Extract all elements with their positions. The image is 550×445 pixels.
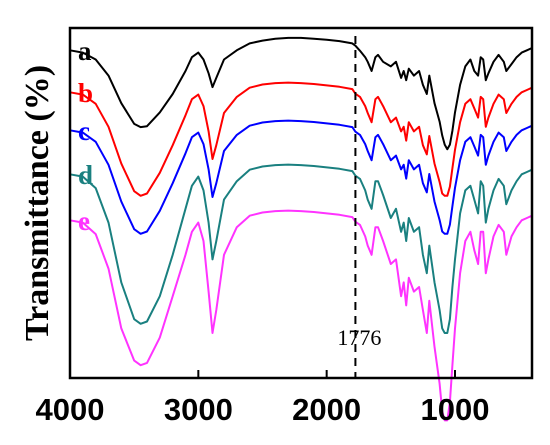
series-label-d: d <box>78 160 93 190</box>
x-tick-label-1000: 1000 <box>421 392 490 427</box>
series-line-c <box>69 119 533 235</box>
x-tick-label-2000: 2000 <box>292 392 361 427</box>
series-line-e <box>69 209 533 422</box>
y-axis-label: Transmittance (%) <box>19 65 56 341</box>
series-traces <box>69 36 533 422</box>
annotation-label: 1776 <box>337 325 381 350</box>
series-label-b: b <box>78 78 93 108</box>
series-label-e: e <box>78 206 90 236</box>
series-label-c: c <box>78 116 90 146</box>
series-line-b <box>69 81 533 197</box>
x-axis-ticks: 4000 3000 2000 1000 <box>36 370 490 427</box>
series-line-a <box>69 36 533 151</box>
series-label-a: a <box>78 36 92 66</box>
x-tick-label-4000: 4000 <box>36 392 105 427</box>
series-line-d <box>69 163 533 334</box>
x-tick-label-3000: 3000 <box>164 392 233 427</box>
axes-frame <box>68 26 534 380</box>
